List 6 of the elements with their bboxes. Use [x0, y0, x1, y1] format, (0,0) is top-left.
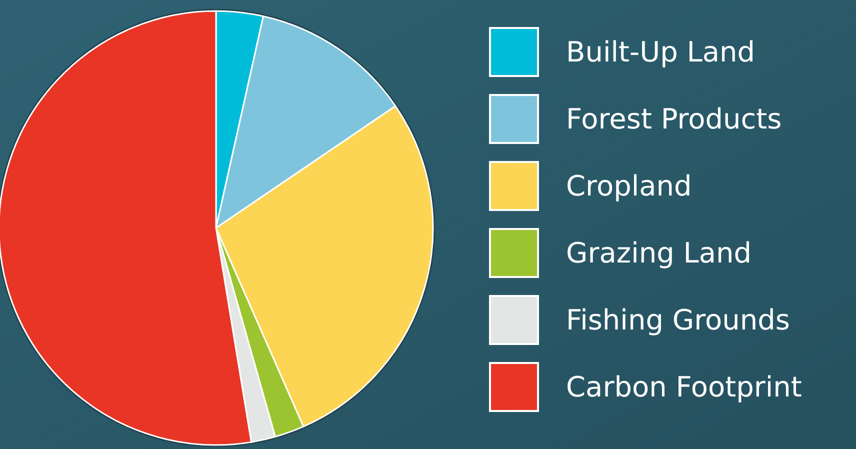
legend-label: Fishing Grounds [566, 304, 790, 336]
legend-label: Forest Products [566, 102, 782, 136]
legend-label: Cropland [566, 170, 692, 202]
legend-label: Built-Up Land [566, 36, 756, 68]
legend-label: Carbon Footprint [566, 370, 802, 404]
legend-label: Grazing Land [566, 236, 752, 270]
